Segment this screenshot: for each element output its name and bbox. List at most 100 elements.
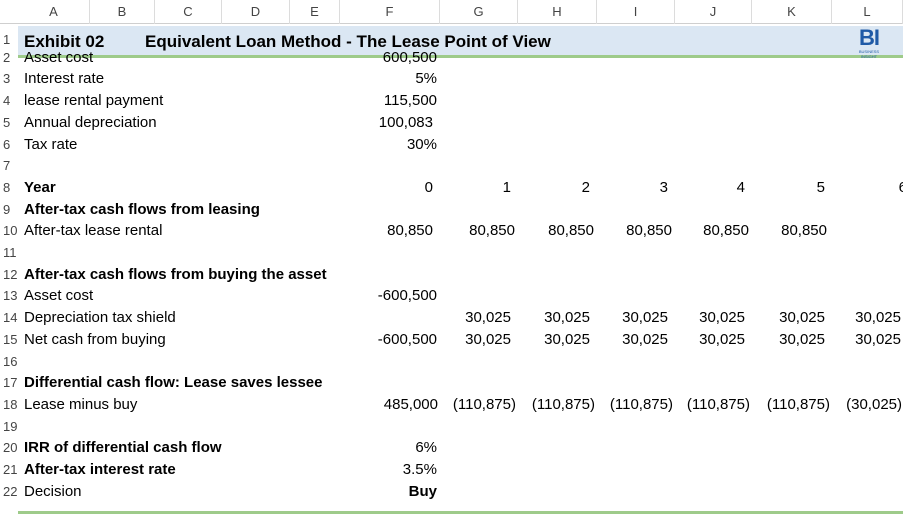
lease-rental-label[interactable]: lease rental payment: [24, 92, 164, 110]
lease-minus-buy-value[interactable]: (110,875): [609, 395, 673, 413]
after-tax-lease-rental-label[interactable]: After-tax lease rental: [24, 222, 163, 240]
differential-heading[interactable]: Differential cash flow: Lease saves less…: [24, 374, 323, 392]
tax-rate-value[interactable]: 30%: [406, 135, 437, 153]
row-number-20[interactable]: 20: [3, 440, 18, 456]
lease-minus-buy-value[interactable]: (110,875): [531, 395, 595, 413]
row-number-16[interactable]: 16: [3, 353, 18, 369]
column-header-bar: [0, 0, 903, 24]
column-header-l[interactable]: L: [832, 0, 903, 24]
year-4[interactable]: 4: [736, 178, 745, 196]
annual-depreciation-label[interactable]: Annual depreciation: [24, 113, 157, 131]
row-number-5[interactable]: 5: [3, 114, 11, 130]
title-bar: [18, 26, 903, 58]
row-number-10[interactable]: 10: [3, 223, 18, 239]
year-label[interactable]: Year: [24, 178, 56, 196]
row-number-8[interactable]: 8: [3, 179, 11, 195]
column-header-f[interactable]: F: [340, 0, 440, 24]
net-cash-buying-value[interactable]: 30,025: [779, 330, 825, 348]
row-number-17[interactable]: 17: [3, 375, 18, 391]
column-header-c[interactable]: C: [155, 0, 222, 24]
lease-minus-buy-value[interactable]: 485,000: [383, 395, 438, 413]
depreciation-tax-shield-value[interactable]: 30,025: [779, 309, 825, 327]
asset-cost-value[interactable]: 600,500: [382, 48, 437, 66]
interest-rate-label[interactable]: Interest rate: [24, 70, 105, 88]
net-cash-buying-value[interactable]: 30,025: [855, 330, 901, 348]
year-5[interactable]: 5: [816, 178, 825, 196]
row-number-2[interactable]: 2: [3, 49, 11, 65]
leasing-heading[interactable]: After-tax cash flows from leasing: [24, 200, 260, 218]
column-header-d[interactable]: D: [222, 0, 290, 24]
column-header-b[interactable]: B: [90, 0, 155, 24]
column-header-j[interactable]: J: [675, 0, 752, 24]
lease-minus-buy-value[interactable]: (110,875): [686, 395, 750, 413]
column-header-e[interactable]: E: [290, 0, 340, 24]
buy-asset-cost-value[interactable]: -600,500: [377, 287, 437, 305]
net-cash-buying-value[interactable]: 30,025: [622, 330, 668, 348]
column-header-k[interactable]: K: [752, 0, 832, 24]
depreciation-tax-shield-value[interactable]: 30,025: [465, 309, 511, 327]
column-header-g[interactable]: G: [440, 0, 518, 24]
tax-rate-label[interactable]: Tax rate: [24, 135, 78, 153]
row-number-21[interactable]: 21: [3, 462, 18, 477]
depreciation-tax-shield-value[interactable]: 30,025: [622, 309, 668, 327]
annual-depreciation-value[interactable]: 100,083: [378, 113, 433, 131]
depreciation-tax-shield-label[interactable]: Depreciation tax shield: [24, 309, 176, 327]
after-tax-lease-rental-value[interactable]: 80,850: [626, 222, 672, 240]
row-number-22[interactable]: 22: [3, 483, 18, 499]
row-number-1[interactable]: 1: [3, 32, 11, 47]
row-number-19[interactable]: 19: [3, 418, 18, 434]
column-header-i[interactable]: I: [597, 0, 675, 24]
decision-label[interactable]: Decision: [24, 482, 82, 500]
buy-asset-cost-label[interactable]: Asset cost: [24, 287, 94, 305]
after-tax-interest-label[interactable]: After-tax interest rate: [24, 461, 176, 478]
irr-value[interactable]: 6%: [415, 439, 437, 457]
row-number-12[interactable]: 12: [3, 266, 18, 282]
asset-cost-label[interactable]: Asset cost: [24, 48, 94, 66]
row-number-11[interactable]: 11: [3, 245, 17, 260]
lease-minus-buy-value[interactable]: (110,875): [452, 395, 516, 413]
net-cash-buying-label[interactable]: Net cash from buying: [24, 330, 166, 348]
row-number-3[interactable]: 3: [3, 71, 11, 87]
row-number-6[interactable]: 6: [3, 136, 11, 152]
lease-minus-buy-value[interactable]: (110,875): [766, 395, 830, 413]
after-tax-lease-rental-value[interactable]: 80,850: [781, 222, 827, 240]
after-tax-lease-rental-value[interactable]: 80,850: [387, 222, 433, 240]
row-number-4[interactable]: 4: [3, 93, 11, 109]
row-number-14[interactable]: 14: [3, 310, 18, 326]
bottom-accent-line: [18, 511, 903, 514]
year-2[interactable]: 2: [581, 178, 590, 196]
depreciation-tax-shield-value[interactable]: 30,025: [855, 309, 901, 327]
row-number-18[interactable]: 18: [3, 396, 18, 412]
depreciation-tax-shield-value[interactable]: 30,025: [699, 309, 745, 327]
net-cash-buying-value[interactable]: 30,025: [465, 330, 511, 348]
lease-minus-buy-value[interactable]: (30,025): [846, 395, 902, 413]
after-tax-interest-value[interactable]: 3.5%: [402, 461, 437, 478]
row-number-9[interactable]: 9: [3, 201, 11, 217]
net-cash-buying-value[interactable]: -600,500: [377, 330, 437, 348]
interest-rate-value[interactable]: 5%: [415, 70, 437, 88]
irr-label[interactable]: IRR of differential cash flow: [24, 439, 222, 457]
depreciation-tax-shield-value[interactable]: 30,025: [544, 309, 590, 327]
after-tax-lease-rental-value[interactable]: 80,850: [703, 222, 749, 240]
exhibit-label: Exhibit 02: [24, 32, 105, 51]
column-header-a[interactable]: A: [18, 0, 90, 24]
page-title: Equivalent Loan Method - The Lease Point…: [145, 32, 551, 51]
row-number-15[interactable]: 15: [3, 331, 18, 347]
column-header-h[interactable]: H: [518, 0, 597, 24]
bi-logo: BI BUSINESS INSIGHT: [858, 25, 880, 60]
after-tax-lease-rental-value[interactable]: 80,850: [548, 222, 594, 240]
row-number-13[interactable]: 13: [3, 288, 18, 304]
row-number-7[interactable]: 7: [3, 158, 11, 174]
lease-minus-buy-label[interactable]: Lease minus buy: [24, 395, 138, 413]
year-0[interactable]: 0: [424, 178, 433, 196]
buying-heading[interactable]: After-tax cash flows from buying the ass…: [24, 265, 327, 283]
after-tax-lease-rental-value[interactable]: 80,850: [469, 222, 515, 240]
year-3[interactable]: 3: [659, 178, 668, 196]
lease-rental-value[interactable]: 115,500: [383, 92, 437, 110]
year-6[interactable]: 6: [898, 178, 903, 196]
year-1[interactable]: 1: [502, 178, 511, 196]
net-cash-buying-value[interactable]: 30,025: [544, 330, 590, 348]
decision-value[interactable]: Buy: [408, 482, 437, 500]
net-cash-buying-value[interactable]: 30,025: [699, 330, 745, 348]
